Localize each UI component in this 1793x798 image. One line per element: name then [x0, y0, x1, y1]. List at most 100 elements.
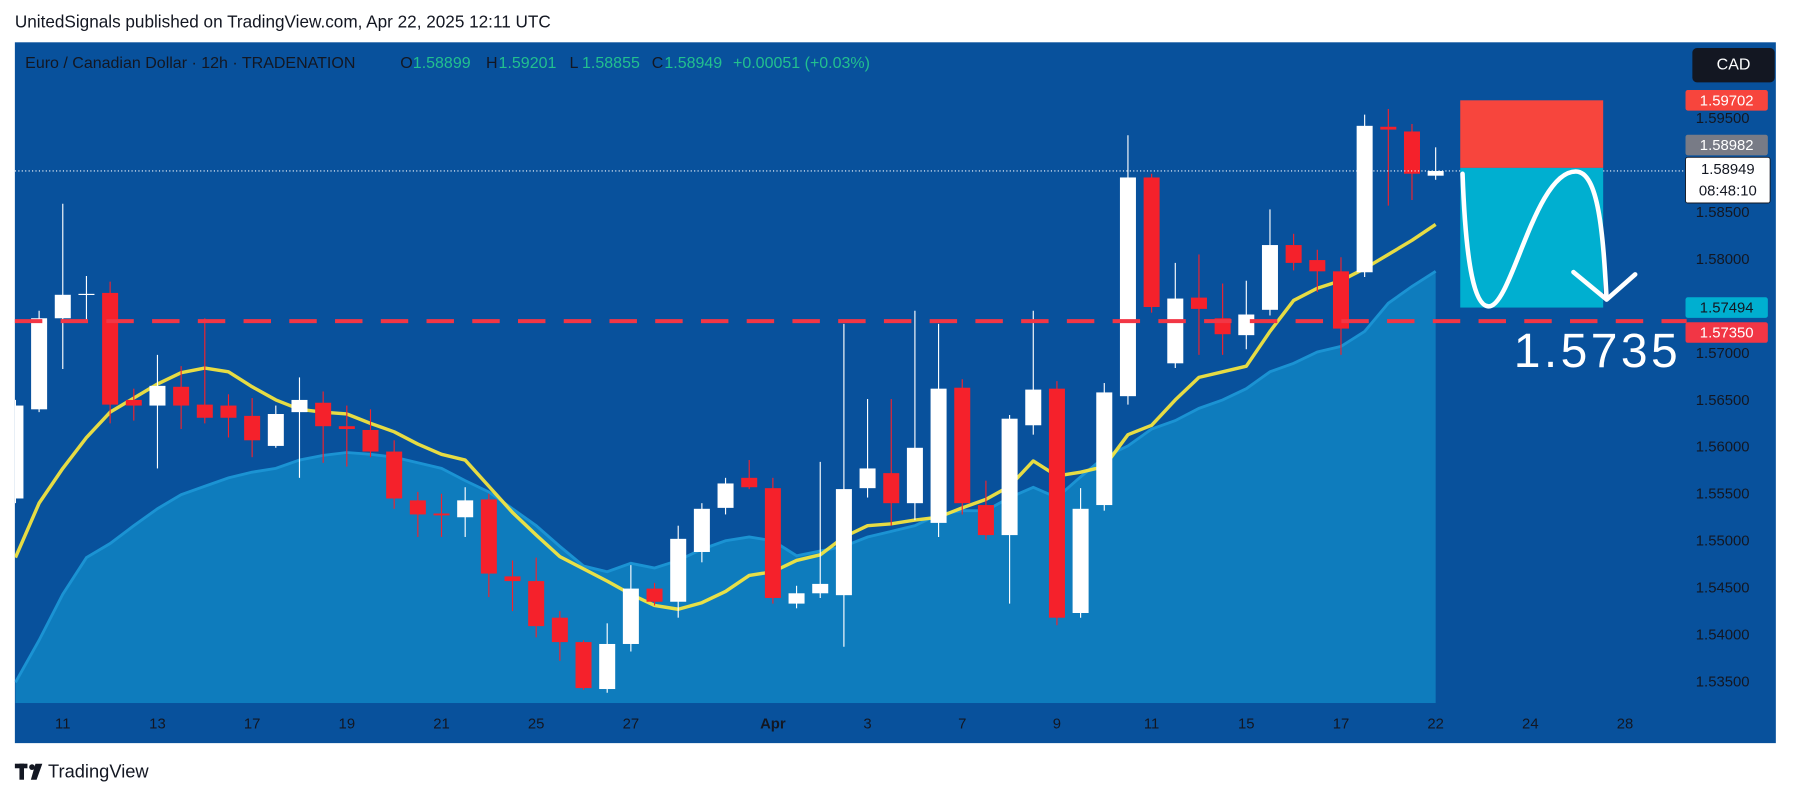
candle-body [78, 293, 95, 296]
candle-body [196, 404, 213, 418]
y-tick-label: 1.53500 [1696, 674, 1750, 690]
candle-body [338, 426, 355, 430]
ohlc-value: 1.58899 [413, 55, 471, 72]
stop-zone [1460, 100, 1604, 168]
y-tick-label: 1.59500 [1696, 111, 1750, 127]
candle-body [1261, 245, 1278, 310]
candle-body [315, 402, 332, 427]
candle-body [1167, 298, 1184, 364]
y-tick-label: 1.54500 [1696, 581, 1750, 597]
candle-body [575, 642, 592, 689]
candle-body [1332, 271, 1349, 329]
candle-body [1048, 388, 1065, 618]
candle-body [433, 513, 450, 516]
candle-body [551, 617, 568, 643]
entry-tag: 1.58982 [1700, 138, 1754, 154]
x-tick-label: 19 [339, 717, 356, 733]
candle-body [504, 576, 521, 582]
logo-part [19, 763, 25, 780]
candle-body [717, 483, 734, 508]
y-tick-label: 1.58000 [1696, 252, 1750, 268]
candle-body [1238, 314, 1255, 336]
candle-body [149, 385, 166, 406]
publish-header: UnitedSignals published on TradingView.c… [15, 11, 551, 31]
y-tick-label: 1.58500 [1696, 205, 1750, 221]
ohlc-letter: H [486, 55, 498, 72]
x-tick-label: 3 [863, 717, 871, 733]
y-tick-label: 1.57000 [1696, 346, 1750, 362]
candle-body [480, 499, 497, 574]
target-zone [1460, 167, 1604, 308]
x-tick-label: 9 [1053, 717, 1061, 733]
candle-body [1380, 126, 1397, 130]
x-tick-label: 17 [244, 717, 261, 733]
ma-line [14, 222, 1437, 611]
x-tick-label: 17 [1333, 717, 1350, 733]
change-value: +0.00051 (+0.03%) [733, 55, 870, 72]
x-tick-label: 11 [55, 717, 70, 733]
candle-body [812, 583, 829, 594]
y-tick-label: 1.54000 [1696, 627, 1750, 643]
stop-tag-box [1685, 90, 1768, 111]
candle-body [14, 405, 24, 499]
candle-body [1001, 418, 1018, 536]
candle-body [528, 581, 545, 627]
candle-body [409, 500, 426, 515]
candle-body [31, 318, 48, 410]
y-tick-label: 1.56000 [1696, 440, 1750, 456]
current-price-tag: 1.58949 [1701, 162, 1755, 178]
candle-body [54, 294, 71, 319]
price-axis: 1.59500 1.58500 1.58000 1.57000 1.56500 1.560… [1696, 111, 1750, 690]
countdown: 08:48:10 [1699, 183, 1757, 199]
candle-body [1119, 177, 1136, 397]
candle-body [102, 292, 119, 405]
candle-body [670, 538, 687, 602]
candle-body [906, 447, 923, 504]
candle-body [1356, 125, 1373, 273]
target-tag-box [1685, 297, 1768, 318]
x-tick-label: 13 [149, 717, 166, 733]
current-price-box [1685, 156, 1771, 204]
candle-body [457, 500, 474, 518]
ohlc-value: 1.58855 [582, 55, 640, 72]
candle-body [1096, 392, 1113, 506]
x-tick-label: 11 [1144, 717, 1159, 733]
level-tag: 1.57350 [1700, 326, 1754, 342]
candle-body [741, 477, 758, 488]
candle-body [1072, 508, 1089, 613]
stop-tag: 1.59702 [1700, 93, 1754, 109]
candle-body [244, 415, 261, 441]
candle-body [267, 414, 284, 446]
footer-brand: TradingView [48, 761, 149, 782]
overlay [14, 100, 1687, 324]
x-tick-label: 24 [1522, 717, 1539, 733]
ma-area-edge [14, 270, 1437, 684]
entry-tag-box [1685, 134, 1768, 156]
candle-body [977, 505, 994, 536]
candle-body [1143, 177, 1160, 307]
drawn-arrow [1460, 169, 1638, 309]
candle-body [362, 429, 379, 452]
currency-box [1692, 48, 1775, 83]
plot-area [14, 108, 1444, 704]
ohlc-value: 1.59201 [499, 55, 557, 72]
candle-body [1285, 245, 1302, 263]
x-tick-label: 27 [623, 717, 640, 733]
y-tick-label: 1.56500 [1696, 393, 1750, 409]
currency-label: CAD [1717, 56, 1751, 73]
logo-part [29, 764, 35, 770]
candle-body [125, 399, 142, 406]
candle-body [1309, 260, 1326, 272]
candle-body [291, 399, 308, 413]
logo-part [30, 763, 43, 780]
candle-body [220, 405, 237, 418]
candle-body [859, 468, 876, 489]
candle-body [599, 643, 616, 690]
candle-body [788, 593, 805, 604]
x-tick-label: 15 [1238, 717, 1255, 733]
candle-body [835, 489, 852, 596]
level-annotation: 1.5735 [1514, 325, 1681, 378]
x-tick-label: 25 [528, 717, 545, 733]
